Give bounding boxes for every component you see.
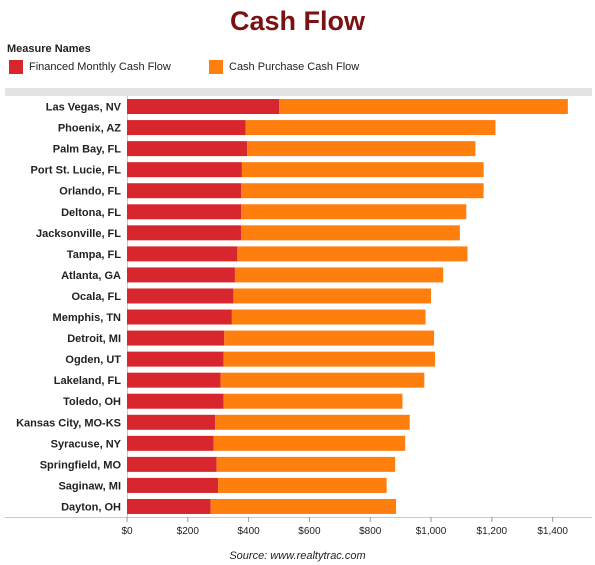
bar-cash-purchase	[223, 393, 403, 409]
bar-financed	[127, 225, 242, 241]
bar-financed	[127, 414, 216, 430]
legend-label-financed: Financed Monthly Cash Flow	[29, 61, 171, 73]
bar-cash-purchase	[247, 141, 476, 157]
category-label: Deltona, FL	[61, 207, 121, 219]
legend-label-cash-purchase: Cash Purchase Cash Flow	[229, 61, 360, 73]
category-label: Toledo, OH	[63, 396, 121, 408]
bar-cash-purchase	[213, 435, 406, 451]
bar-cash-purchase	[241, 225, 460, 241]
category-label: Kansas City, MO-KS	[16, 417, 121, 429]
bar-financed	[127, 183, 242, 199]
legend-title: Measure Names	[7, 43, 91, 55]
x-tick-label: $400	[237, 526, 260, 537]
category-label: Jacksonville, FL	[36, 228, 121, 240]
bar-financed	[127, 393, 224, 409]
bar-cash-purchase	[237, 246, 468, 262]
category-label: Ocala, FL	[71, 291, 121, 303]
bar-financed	[127, 309, 232, 325]
x-tick-label: $600	[298, 526, 321, 537]
bar-financed	[127, 99, 280, 115]
category-label: Port St. Lucie, FL	[31, 165, 122, 177]
header-band	[5, 88, 592, 96]
bar-financed	[127, 141, 248, 157]
bar-cash-purchase	[220, 372, 425, 388]
bar-financed	[127, 267, 235, 283]
bar-financed	[127, 498, 211, 514]
bar-cash-purchase	[241, 183, 484, 199]
bar-cash-purchase	[233, 288, 432, 304]
bar-financed	[127, 351, 224, 367]
source-note: Source: www.realtytrac.com	[229, 550, 366, 562]
bar-financed	[127, 435, 214, 451]
x-tick-label: $200	[177, 526, 200, 537]
x-tick-label: $0	[121, 526, 133, 537]
bar-cash-purchase	[245, 120, 496, 136]
category-label: Springfield, MO	[40, 459, 122, 471]
legend-item-cash-purchase: Cash Purchase Cash Flow	[209, 60, 359, 74]
category-label: Ogden, UT	[65, 354, 121, 366]
bar-cash-purchase	[223, 351, 435, 367]
x-tick-label: $1,400	[537, 526, 568, 537]
category-label: Detroit, MI	[67, 333, 121, 345]
x-tick-label: $1,200	[477, 526, 508, 537]
chart-title: Cash Flow	[229, 6, 365, 36]
bar-cash-purchase	[241, 162, 484, 178]
bar-financed	[127, 204, 242, 220]
x-tick-label: $1,000	[416, 526, 447, 537]
bar-cash-purchase	[216, 456, 396, 472]
bar-cash-purchase	[231, 309, 426, 325]
category-label: Syracuse, NY	[51, 438, 122, 450]
category-label: Lakeland, FL	[54, 375, 122, 387]
legend-swatch-financed	[9, 60, 23, 74]
legend-item-financed: Financed Monthly Cash Flow	[9, 60, 171, 74]
bar-financed	[127, 456, 217, 472]
bar-cash-purchase	[210, 498, 397, 514]
category-label: Atlanta, GA	[61, 270, 121, 282]
bar-cash-purchase	[224, 330, 435, 346]
bar-financed	[127, 288, 234, 304]
x-tick-label: $800	[359, 526, 382, 537]
bar-financed	[127, 330, 225, 346]
bar-cash-purchase	[215, 414, 410, 430]
category-label: Dayton, OH	[61, 501, 121, 513]
bar-cash-purchase	[218, 477, 387, 493]
category-label: Las Vegas, NV	[46, 102, 122, 114]
category-label: Saginaw, MI	[58, 480, 121, 492]
bar-financed	[127, 120, 246, 136]
category-label: Orlando, FL	[59, 186, 121, 198]
bar-financed	[127, 162, 242, 178]
bar-cash-purchase	[234, 267, 444, 283]
category-label: Palm Bay, FL	[53, 144, 122, 156]
bar-financed	[127, 372, 221, 388]
bar-financed	[127, 246, 238, 262]
legend-swatch-cash-purchase	[209, 60, 223, 74]
bar-cash-purchase	[241, 204, 467, 220]
bar-cash-purchase	[279, 99, 568, 115]
category-label: Phoenix, AZ	[58, 123, 121, 135]
bar-financed	[127, 477, 219, 493]
category-label: Memphis, TN	[53, 312, 122, 324]
category-label: Tampa, FL	[67, 249, 121, 261]
